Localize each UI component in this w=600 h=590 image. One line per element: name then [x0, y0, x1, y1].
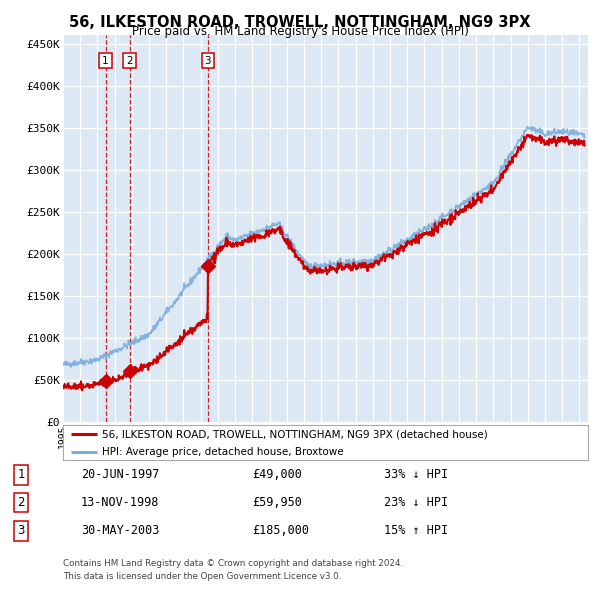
- Text: 3: 3: [205, 55, 211, 65]
- Text: 1: 1: [102, 55, 109, 65]
- Text: 1: 1: [17, 468, 25, 481]
- Text: 20-JUN-1997: 20-JUN-1997: [81, 468, 160, 481]
- Text: 56, ILKESTON ROAD, TROWELL, NOTTINGHAM, NG9 3PX: 56, ILKESTON ROAD, TROWELL, NOTTINGHAM, …: [69, 15, 531, 30]
- Text: Price paid vs. HM Land Registry's House Price Index (HPI): Price paid vs. HM Land Registry's House …: [131, 25, 469, 38]
- Text: 15% ↑ HPI: 15% ↑ HPI: [384, 525, 448, 537]
- Text: HPI: Average price, detached house, Broxtowe: HPI: Average price, detached house, Brox…: [103, 447, 344, 457]
- Text: 2: 2: [127, 55, 133, 65]
- Text: 56, ILKESTON ROAD, TROWELL, NOTTINGHAM, NG9 3PX (detached house): 56, ILKESTON ROAD, TROWELL, NOTTINGHAM, …: [103, 430, 488, 440]
- Text: Contains HM Land Registry data © Crown copyright and database right 2024.
This d: Contains HM Land Registry data © Crown c…: [63, 559, 403, 581]
- Text: 3: 3: [17, 525, 25, 537]
- Text: 2: 2: [17, 496, 25, 509]
- Text: 30-MAY-2003: 30-MAY-2003: [81, 525, 160, 537]
- Text: £49,000: £49,000: [252, 468, 302, 481]
- Text: 23% ↓ HPI: 23% ↓ HPI: [384, 496, 448, 509]
- Text: £185,000: £185,000: [252, 525, 309, 537]
- Text: 13-NOV-1998: 13-NOV-1998: [81, 496, 160, 509]
- Text: £59,950: £59,950: [252, 496, 302, 509]
- Text: 33% ↓ HPI: 33% ↓ HPI: [384, 468, 448, 481]
